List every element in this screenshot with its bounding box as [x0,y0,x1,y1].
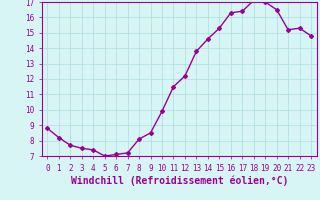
X-axis label: Windchill (Refroidissement éolien,°C): Windchill (Refroidissement éolien,°C) [70,175,288,186]
